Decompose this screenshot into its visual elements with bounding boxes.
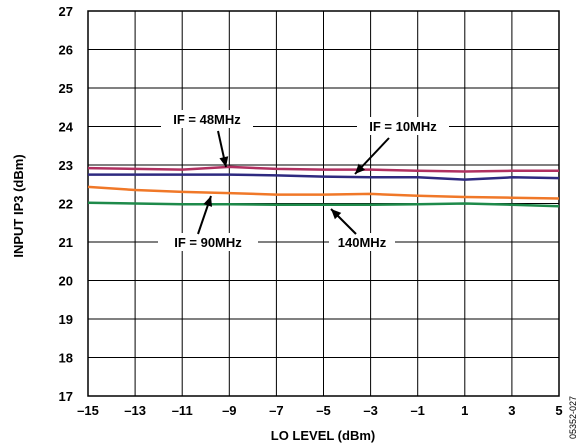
annotation-arrowhead [203, 196, 213, 207]
annotations: IF = 48MHz IF = 10MHz IF = 90MHz 140MHz [158, 110, 449, 251]
x-tick-label: 1 [461, 403, 468, 418]
x-tick-label: 5 [555, 403, 562, 418]
x-tick-label: –3 [363, 403, 377, 418]
annotation-label: IF = 10MHz [369, 119, 437, 134]
y-tick-label: 17 [59, 389, 73, 404]
annotation-label: IF = 48MHz [173, 112, 241, 127]
x-axis-label: LO LEVEL (dBm) [271, 428, 375, 443]
series-line-3 [87, 201, 560, 208]
figure-code: 05352-027 [568, 396, 578, 439]
y-tick-labels: 17 18 19 20 21 22 23 24 25 26 27 [59, 4, 74, 404]
y-tick-label: 24 [59, 120, 74, 135]
x-tick-label: –11 [172, 403, 193, 418]
y-tick-label: 26 [59, 43, 73, 58]
annotation-bg [158, 233, 258, 251]
annotation-label: 140MHz [338, 235, 387, 250]
series-line-1 [88, 173, 560, 181]
y-tick-label: 19 [59, 312, 73, 327]
annotation-arrowhead [219, 156, 229, 167]
y-tick-label: 21 [59, 235, 73, 250]
series-line-0 [87, 165, 559, 173]
x-tick-label: –1 [410, 403, 424, 418]
y-tick-label: 22 [59, 197, 73, 212]
x-tick-label: –15 [77, 403, 99, 418]
y-tick-label: 27 [59, 4, 73, 19]
y-tick-label: 25 [59, 81, 73, 96]
y-tick-label: 20 [59, 274, 73, 289]
annotation-bg [357, 117, 449, 135]
x-tick-label: 3 [508, 403, 515, 418]
x-tick-label: –13 [124, 403, 146, 418]
annotation-bg [161, 110, 253, 128]
y-tick-label: 18 [59, 351, 73, 366]
x-tick-labels: –15 –13 –11 –9 –7 –5 –3 –1 1 3 5 [77, 403, 562, 418]
x-tick-label: –5 [316, 403, 330, 418]
x-tick-label: –9 [222, 403, 236, 418]
annotation-label: IF = 90MHz [174, 235, 242, 250]
series-lines [87, 165, 560, 208]
annotation-bg [329, 233, 395, 251]
annotation-arrowhead [331, 209, 342, 220]
y-tick-label: 23 [59, 158, 73, 173]
x-tick-label: –7 [269, 403, 283, 418]
series-line-2 [87, 185, 560, 200]
annotation-arrowhead [355, 163, 366, 174]
y-axis-label: INPUT IP3 (dBm) [11, 154, 26, 257]
